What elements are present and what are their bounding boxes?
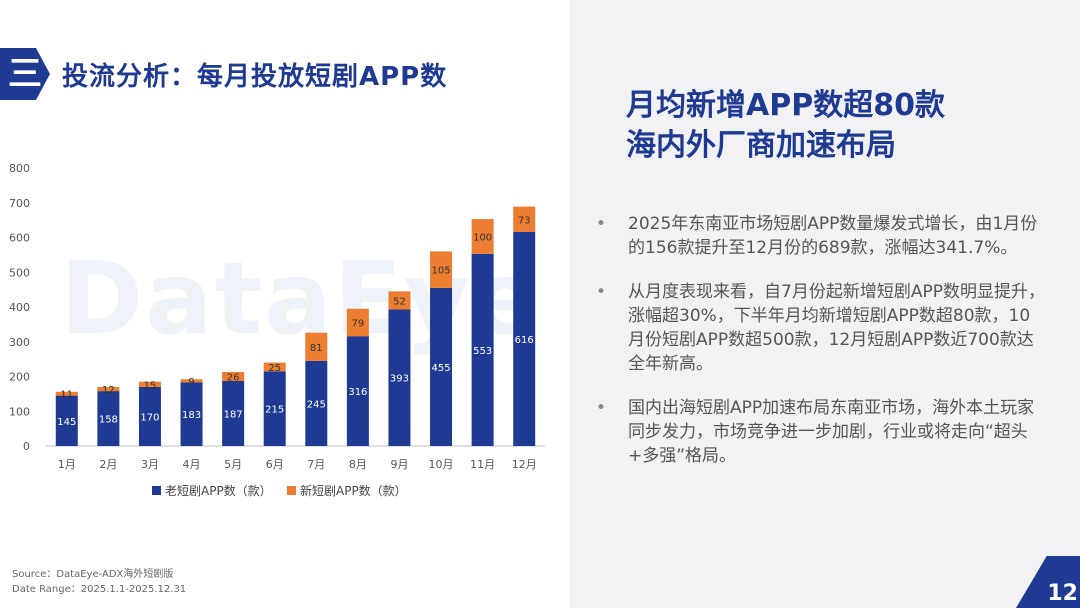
bullet-item: 国内出海短剧APP加速布局东南亚市场，海外本土玩家同步发力，市场竞争进一步加剧，… [596, 396, 1046, 468]
data-label-old: 455 [431, 363, 450, 374]
x-tick-label: 9月 [390, 458, 408, 471]
x-tick-label: 4月 [183, 458, 201, 471]
bullet-item: 从月度表现来看，自7月份起新增短剧APP数明显提升，涨幅超30%，下半年月均新增… [596, 280, 1046, 376]
data-label-new: 81 [310, 343, 323, 354]
bar-new [471, 219, 494, 254]
legend-label: 新短剧APP数（款） [300, 483, 407, 498]
bar-new [55, 391, 78, 396]
x-tick-label: 1月 [58, 458, 76, 471]
x-tick-label: 3月 [141, 458, 159, 471]
bar-new [346, 308, 369, 337]
bar-old [388, 309, 411, 446]
bar-old [180, 382, 203, 446]
data-label-old: 145 [57, 417, 76, 428]
data-label-old: 616 [515, 335, 534, 346]
bar-old [222, 381, 245, 446]
source-note: Source：DataEye-ADX海外短剧版 Date Range：2025.… [12, 567, 186, 597]
bar-old [346, 336, 369, 446]
data-label-old: 215 [265, 405, 284, 416]
data-label-new: 100 [473, 232, 492, 243]
x-tick-label: 5月 [224, 458, 242, 471]
section-badge-label: 三 [8, 54, 42, 94]
y-tick-label: 800 [9, 162, 30, 175]
headline: 月均新增APP数超80款 海内外厂商加速布局 [626, 86, 1056, 166]
bar-new [97, 386, 120, 392]
data-label-new: 25 [268, 363, 281, 374]
data-label-new: 79 [352, 318, 365, 329]
data-label-old: 187 [224, 410, 243, 421]
bar-old [263, 371, 286, 446]
bar-new [222, 371, 245, 382]
bar-old [305, 360, 328, 446]
bar-old [471, 253, 494, 446]
data-label-old: 183 [182, 410, 201, 421]
data-label-old: 245 [307, 399, 326, 410]
bar-old [138, 386, 161, 446]
legend-swatch [152, 486, 161, 495]
bar-old [430, 287, 453, 446]
y-tick-label: 600 [9, 232, 30, 245]
y-tick-label: 0 [23, 440, 30, 453]
y-tick-label: 700 [9, 197, 30, 210]
data-label-old: 393 [390, 374, 409, 385]
x-tick-label: 12月 [512, 458, 537, 471]
headline-line2: 海内外厂商加速布局 [626, 128, 896, 163]
slide-title: 投流分析：每月投放短剧APP数 [62, 62, 448, 92]
legend-swatch [287, 486, 296, 495]
y-tick-label: 500 [9, 266, 30, 279]
x-tick-label: 8月 [349, 458, 367, 471]
y-tick-label: 100 [9, 405, 30, 418]
y-tick-label: 400 [9, 301, 30, 314]
watermark: DataEye [60, 240, 542, 357]
data-label-new: 15 [144, 380, 157, 391]
date-range-line: Date Range：2025.1.1-2025.12.31 [12, 584, 187, 595]
bar-old [513, 231, 536, 446]
section-badge: 三 [0, 48, 50, 100]
headline-line1: 月均新增APP数超80款 [626, 88, 945, 123]
bar-new [263, 362, 286, 372]
x-tick-label: 7月 [307, 458, 325, 471]
data-label-old: 158 [99, 415, 118, 426]
bar-old [55, 395, 78, 446]
x-tick-label: 11月 [470, 458, 495, 471]
bar-new [138, 381, 161, 387]
bar-chart: 0 100 200 300 400 500 600 700 800 145 11 1月 158 12 2月 1… [9, 162, 545, 498]
page-number: 12 [1047, 581, 1078, 606]
data-label-new: 9 [188, 377, 194, 388]
x-tick-label: 6月 [266, 458, 284, 471]
data-label-new: 52 [393, 296, 406, 307]
y-tick-label: 300 [9, 336, 30, 349]
bar-new [388, 291, 411, 310]
legend-label: 老短剧APP数（款） [165, 483, 272, 498]
x-tick-label: 2月 [99, 458, 117, 471]
data-label-new: 105 [431, 266, 450, 277]
bar-new [430, 251, 453, 288]
source-line: Source：DataEye-ADX海外短剧版 [12, 569, 174, 580]
data-label-new: 26 [227, 373, 240, 384]
data-label-new: 73 [518, 215, 531, 226]
bar-new [180, 379, 203, 383]
data-label-new: 11 [60, 390, 73, 401]
bar-new [305, 332, 328, 361]
data-label-old: 170 [140, 412, 159, 423]
x-tick-label: 10月 [429, 458, 454, 471]
data-label-new: 12 [102, 385, 115, 396]
bullet-item: 2025年东南亚市场短剧APP数量爆发式增长，由1月份的156款提升至12月份的… [596, 212, 1046, 260]
y-tick-label: 200 [9, 371, 30, 384]
bar-old [97, 391, 120, 446]
data-label-old: 316 [348, 387, 367, 398]
bar-new [513, 206, 536, 232]
data-label-old: 553 [473, 346, 492, 357]
bullet-list: 2025年东南亚市场短剧APP数量爆发式增长，由1月份的156款提升至12月份的… [596, 212, 1046, 488]
